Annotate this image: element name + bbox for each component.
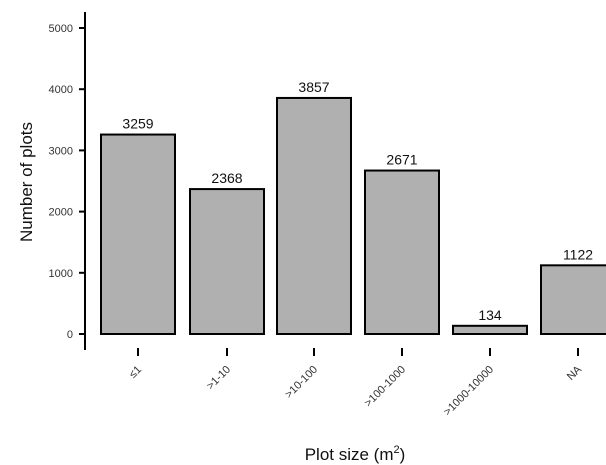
bar [100,133,176,335]
x-tick-label: >1-10 [205,364,234,393]
x-tick-label: ≤1 [127,364,144,381]
x-axis-title: Plot size (m2) [305,444,406,464]
y-tick-label: 3000 [49,145,73,157]
data-labels: 3259 2368 3857 2671 134 1122 [122,79,593,323]
bar [276,96,352,335]
x-axis-title-main: Plot size (m [305,445,394,464]
y-tick-label: 1000 [49,268,73,280]
bars [100,96,606,335]
bar [452,324,528,335]
x-tick-label: NA [565,363,585,383]
bar-value-label: 134 [478,307,502,323]
y-axis-title: Number of plots [17,122,36,242]
y-tick-label: 5000 [49,23,73,35]
bar-value-label: 1122 [563,246,593,262]
x-tick-label: >10-100 [283,364,320,401]
bar [364,169,440,335]
y-axis: 0 1000 2000 3000 4000 5000 [49,12,86,350]
x-tick-label: >100-1000 [362,364,408,410]
y-tick-label: 0 [67,329,73,341]
x-axis-title-end: ) [400,445,406,464]
bar-value-label: 2671 [386,152,417,168]
bar-value-label: 2368 [211,170,242,186]
bar [540,264,606,335]
bar [189,188,265,335]
x-axis-title-superscript: 2 [394,444,400,456]
bar-value-label: 3259 [122,116,153,132]
y-tick-label: 4000 [49,84,73,96]
y-tick-label: 2000 [49,207,73,219]
bar-value-label: 3857 [298,79,329,95]
x-tick-label: >1000-10000 [442,364,497,419]
x-axis: ≤1 >1-10 >10-100 >100-1000 >1000-10000 NA [127,348,585,418]
